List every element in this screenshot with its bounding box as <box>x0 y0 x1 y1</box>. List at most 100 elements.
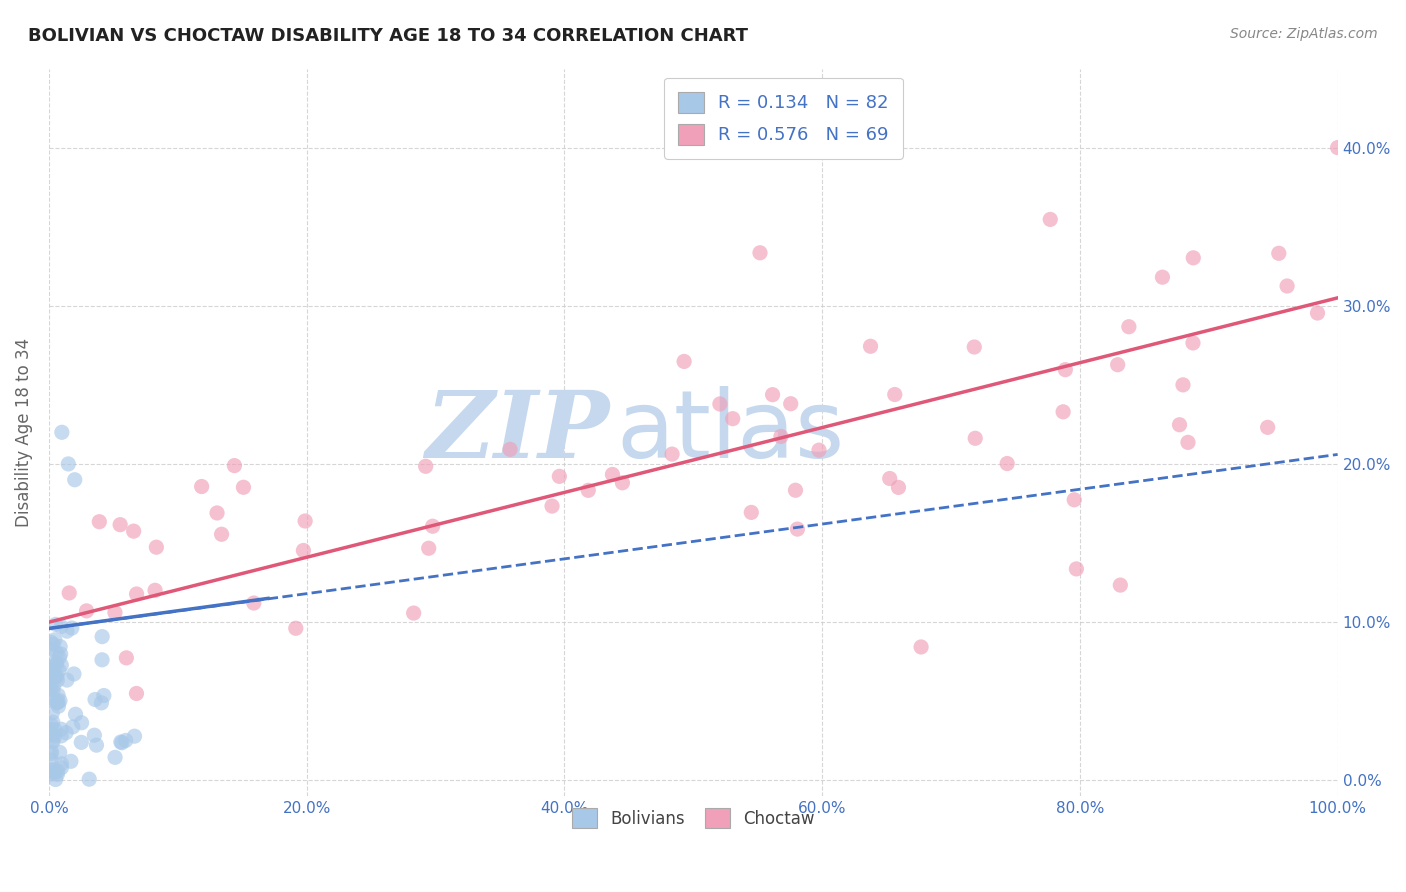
Point <box>108 517 131 532</box>
Point <box>224 458 246 473</box>
Point <box>418 541 440 556</box>
Point <box>51 425 73 440</box>
Point <box>91 653 114 667</box>
Point <box>45 617 67 632</box>
Point <box>721 411 744 425</box>
Point <box>402 606 425 620</box>
Point <box>1109 578 1132 592</box>
Point <box>576 483 599 498</box>
Point <box>1182 251 1205 265</box>
Point <box>111 736 134 750</box>
Text: Source: ZipAtlas.com: Source: ZipAtlas.com <box>1230 27 1378 41</box>
Point <box>38 722 60 736</box>
Point <box>42 734 65 748</box>
Point <box>63 667 86 681</box>
Point <box>859 339 882 353</box>
Point <box>44 729 66 743</box>
Point <box>49 640 72 654</box>
Point <box>62 720 84 734</box>
Point <box>114 733 136 747</box>
Point <box>41 718 63 732</box>
Point <box>38 763 60 777</box>
Point <box>284 621 307 635</box>
Point <box>45 657 67 672</box>
Point <box>1268 246 1291 260</box>
Point <box>44 765 66 780</box>
Point <box>84 692 107 706</box>
Point <box>70 735 93 749</box>
Point <box>39 747 62 761</box>
Point <box>46 688 69 702</box>
Point <box>42 733 65 747</box>
Point <box>42 684 65 698</box>
Point <box>769 429 792 443</box>
Point <box>232 480 254 494</box>
Point <box>93 689 115 703</box>
Point <box>1107 358 1129 372</box>
Point <box>104 606 127 620</box>
Point <box>1181 335 1204 350</box>
Point <box>779 397 801 411</box>
Point <box>90 696 112 710</box>
Point <box>48 699 70 714</box>
Point <box>761 387 783 401</box>
Point <box>1171 377 1194 392</box>
Point <box>415 459 437 474</box>
Point <box>110 735 132 749</box>
Point <box>39 727 62 741</box>
Point <box>785 483 807 498</box>
Point <box>45 655 67 669</box>
Point <box>39 727 62 741</box>
Point <box>1039 212 1062 227</box>
Point <box>63 473 86 487</box>
Point <box>910 640 932 654</box>
Point <box>51 658 73 673</box>
Point <box>45 695 67 709</box>
Point <box>46 767 69 781</box>
Point <box>65 707 87 722</box>
Point <box>56 624 79 639</box>
Text: BOLIVIAN VS CHOCTAW DISABILITY AGE 18 TO 34 CORRELATION CHART: BOLIVIAN VS CHOCTAW DISABILITY AGE 18 TO… <box>28 27 748 45</box>
Point <box>44 723 66 737</box>
Point <box>45 646 67 660</box>
Point <box>39 635 62 649</box>
Point <box>51 723 73 737</box>
Point <box>883 387 905 401</box>
Point <box>42 715 65 730</box>
Point <box>541 499 564 513</box>
Point <box>59 754 82 768</box>
Point <box>60 621 83 635</box>
Point <box>46 695 69 709</box>
Point <box>58 457 80 471</box>
Point <box>499 442 522 457</box>
Point <box>786 522 808 536</box>
Point <box>86 738 108 752</box>
Point <box>115 651 138 665</box>
Point <box>45 696 67 710</box>
Point <box>1066 562 1088 576</box>
Point <box>41 691 63 706</box>
Point <box>39 664 62 678</box>
Point <box>46 673 69 688</box>
Point <box>49 694 72 708</box>
Point <box>42 659 65 673</box>
Point <box>422 519 444 533</box>
Point <box>1052 405 1074 419</box>
Point <box>1257 420 1279 434</box>
Point <box>1326 140 1348 154</box>
Point <box>122 524 145 538</box>
Point <box>51 756 73 771</box>
Point <box>41 767 63 781</box>
Point <box>1063 492 1085 507</box>
Point <box>294 514 316 528</box>
Y-axis label: Disability Age 18 to 34: Disability Age 18 to 34 <box>15 338 32 527</box>
Point <box>38 682 60 697</box>
Point <box>145 540 167 554</box>
Point <box>205 506 228 520</box>
Point <box>38 642 60 657</box>
Point <box>39 753 62 767</box>
Point <box>44 632 66 647</box>
Point <box>45 669 67 683</box>
Legend: Bolivians, Choctaw: Bolivians, Choctaw <box>565 801 821 835</box>
Point <box>602 467 624 482</box>
